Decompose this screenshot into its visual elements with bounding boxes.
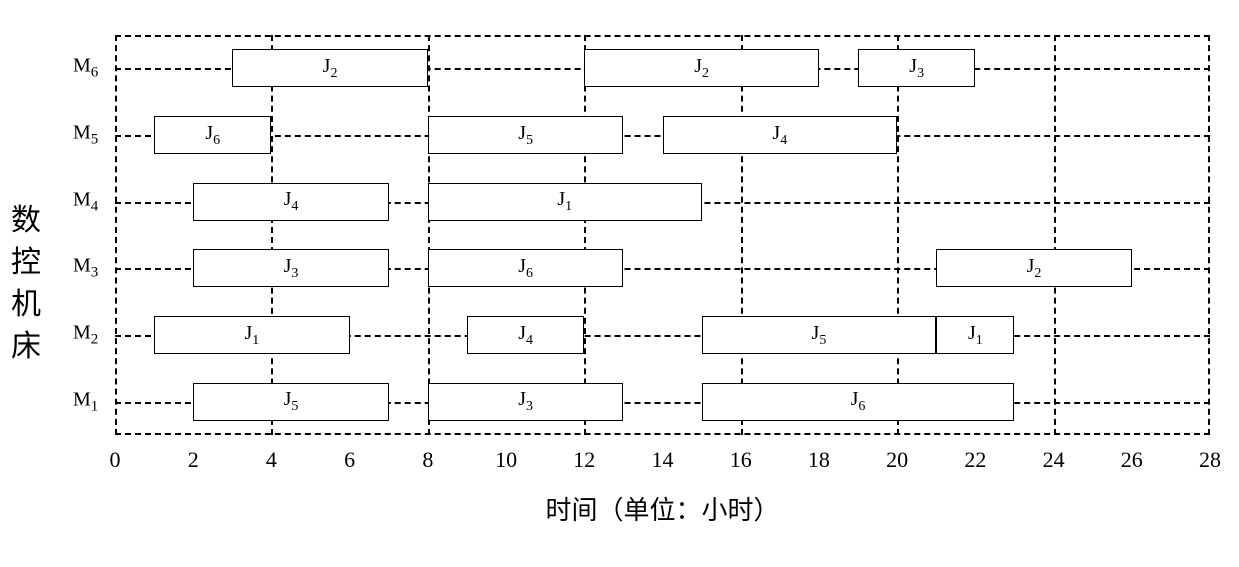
gantt-bar-label: J3 <box>284 255 299 282</box>
gantt-bar: J5 <box>428 116 624 154</box>
gantt-bar: J4 <box>193 183 389 221</box>
gantt-bar: J5 <box>193 383 389 421</box>
gantt-bar-label: J5 <box>284 388 299 415</box>
x-tick-label: 14 <box>652 447 674 473</box>
x-tick-label: 10 <box>495 447 517 473</box>
gantt-bar-label: J6 <box>851 388 866 415</box>
gantt-bar-label: J1 <box>968 322 983 349</box>
x-tick-label: 12 <box>573 447 595 473</box>
plot-border <box>115 35 1210 435</box>
gantt-bar: J1 <box>936 316 1014 354</box>
gantt-bar-label: J4 <box>772 122 787 149</box>
grid-vertical <box>1054 35 1056 435</box>
gantt-bar-label: J2 <box>1027 255 1042 282</box>
y-tick-label: M6 <box>73 55 98 82</box>
gantt-bar-label: J4 <box>284 188 299 215</box>
grid-vertical <box>741 35 743 435</box>
y-tick-label: M1 <box>73 388 98 415</box>
gantt-bar-label: J3 <box>909 55 924 82</box>
gantt-bar-label: J4 <box>518 322 533 349</box>
gantt-bar: J3 <box>193 249 389 287</box>
x-tick-label: 6 <box>344 447 355 473</box>
gantt-bar: J2 <box>584 49 819 87</box>
gantt-bar: J4 <box>663 116 898 154</box>
y-tick-label: M5 <box>73 122 98 149</box>
gantt-bar: J3 <box>858 49 975 87</box>
gantt-bar-label: J6 <box>518 255 533 282</box>
gantt-bar: J1 <box>154 316 350 354</box>
plot-area: J5 J3 J6 J1 J4 J5 J1 J3 J6 J2 J4 J1 J6 J5 J4 J2 J2 J3 <box>115 35 1210 435</box>
gantt-bar-label: J3 <box>518 388 533 415</box>
y-tick-label: M2 <box>73 322 98 349</box>
y-axis-label: 数控机床 <box>10 200 42 368</box>
x-tick-label: 28 <box>1199 447 1221 473</box>
grid-vertical <box>271 35 273 435</box>
gantt-bar: J1 <box>428 183 702 221</box>
gantt-bar: J6 <box>154 116 271 154</box>
x-tick-label: 2 <box>188 447 199 473</box>
x-tick-label: 8 <box>422 447 433 473</box>
grid-vertical <box>897 35 899 435</box>
gantt-bar: J4 <box>467 316 584 354</box>
x-tick-label: 18 <box>808 447 830 473</box>
x-tick-label: 4 <box>266 447 277 473</box>
x-axis-label: 时间（单位：小时） <box>545 490 779 527</box>
gantt-bar-label: J1 <box>244 322 259 349</box>
gantt-bar-label: J1 <box>557 188 572 215</box>
gantt-bar-label: J6 <box>205 122 220 149</box>
x-tick-label: 16 <box>730 447 752 473</box>
gantt-bar: J2 <box>232 49 428 87</box>
gantt-bar: J6 <box>702 383 1015 421</box>
x-tick-label: 24 <box>1043 447 1065 473</box>
gantt-bar: J3 <box>428 383 624 421</box>
gantt-bar: J6 <box>428 249 624 287</box>
gantt-bar: J2 <box>936 249 1132 287</box>
x-tick-label: 0 <box>110 447 121 473</box>
y-tick-label: M3 <box>73 255 98 282</box>
x-tick-label: 26 <box>1121 447 1143 473</box>
x-tick-label: 22 <box>964 447 986 473</box>
gantt-bar-label: J5 <box>812 322 827 349</box>
y-tick-label: M4 <box>73 188 98 215</box>
gantt-bar-label: J2 <box>323 55 338 82</box>
grid-vertical <box>584 35 586 435</box>
grid-vertical <box>428 35 430 435</box>
gantt-bar-label: J5 <box>518 122 533 149</box>
gantt-bar-label: J2 <box>694 55 709 82</box>
gantt-bar: J5 <box>702 316 937 354</box>
gantt-chart: 数控机床 J5J3J6J1J4J5J1J3J6J2J4J1J6J5J4J2J2J… <box>0 0 1239 567</box>
x-tick-label: 20 <box>886 447 908 473</box>
